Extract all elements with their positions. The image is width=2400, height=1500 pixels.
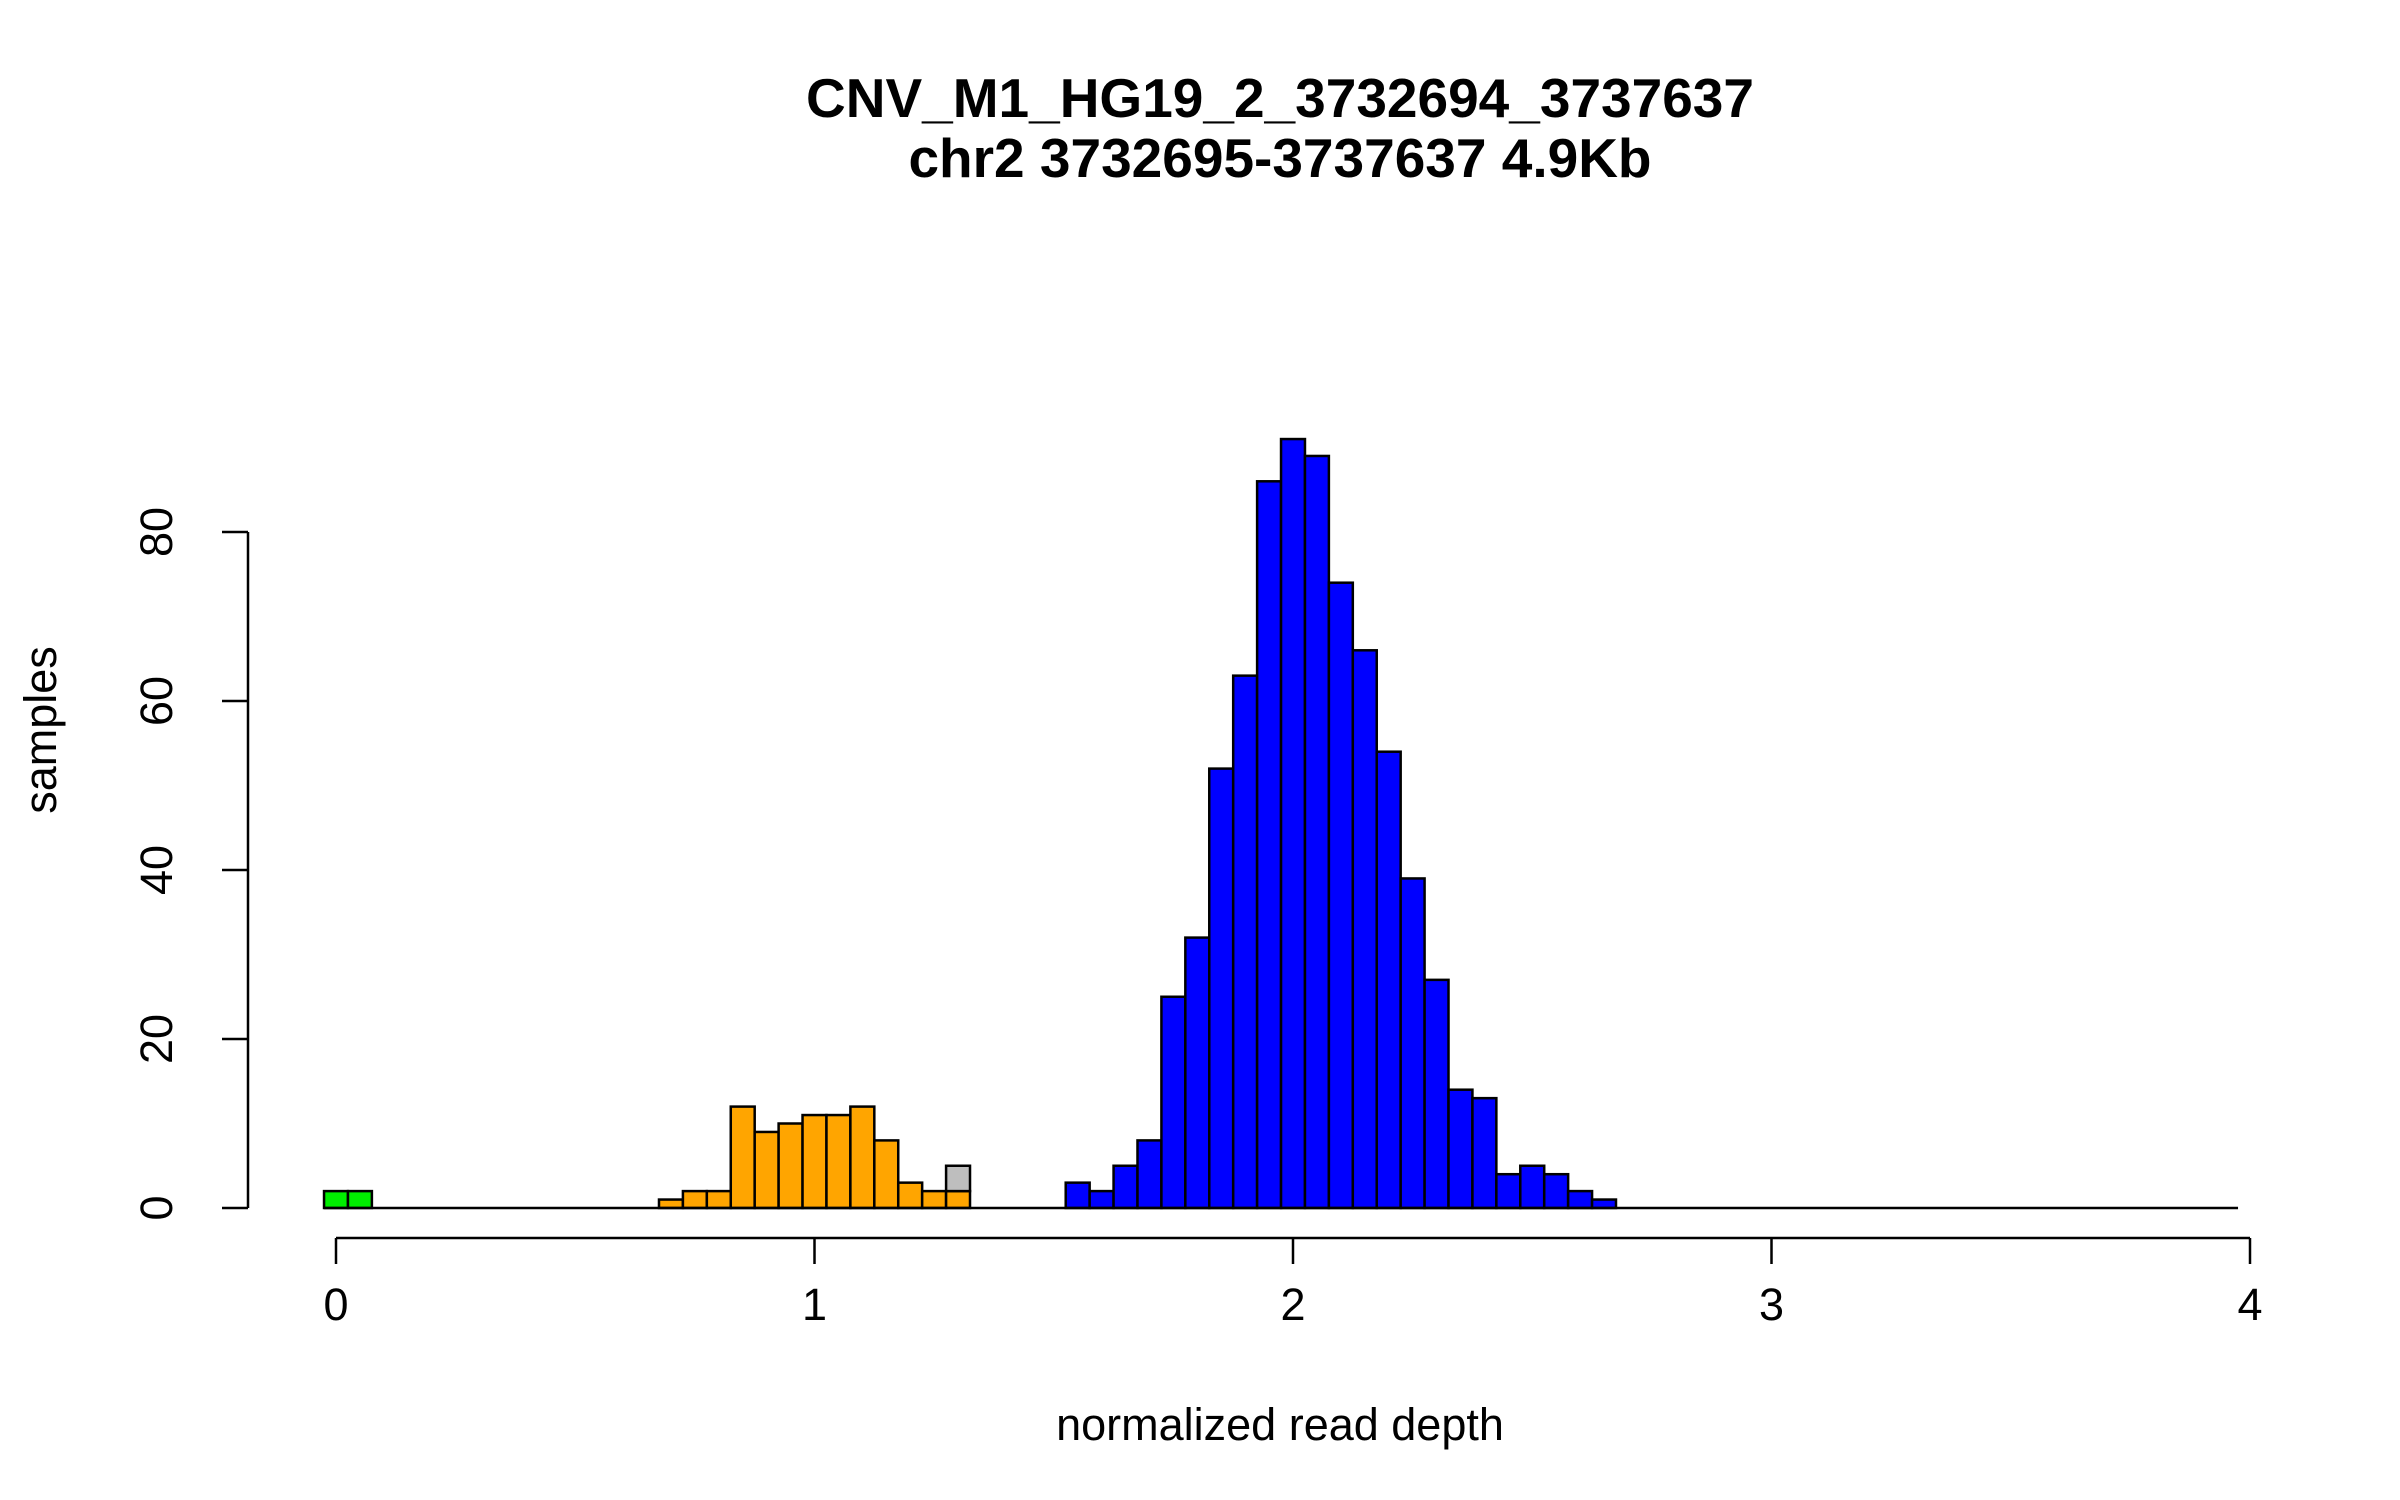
histogram-bar-copy-number-1 bbox=[873, 1139, 900, 1210]
histogram-bar-copy-number-2 bbox=[1590, 1198, 1618, 1210]
histogram-bar-copy-number-2 bbox=[1471, 1096, 1498, 1210]
histogram-bars bbox=[322, 437, 1618, 1210]
y-tick-label: 0 bbox=[131, 1195, 182, 1220]
histogram-bar-copy-number-2 bbox=[1399, 877, 1426, 1210]
histogram-bar-copy-number-1 bbox=[681, 1189, 709, 1210]
histogram-bar-copy-number-0 bbox=[322, 1189, 350, 1210]
histogram-bar-copy-number-2 bbox=[1279, 437, 1307, 1210]
histogram-bar-copy-number-1 bbox=[777, 1122, 804, 1210]
x-tick-label: 2 bbox=[1280, 1279, 1305, 1330]
histogram-bar-copy-number-2 bbox=[1088, 1189, 1115, 1210]
histogram-bar-copy-number-2 bbox=[1303, 454, 1331, 1210]
y-axis-label: samples bbox=[15, 646, 66, 814]
y-tick-label: 60 bbox=[131, 676, 182, 726]
histogram-bar-copy-number-2 bbox=[1447, 1088, 1474, 1210]
histogram-bar-copy-number-2 bbox=[1351, 649, 1378, 1210]
chart-title: CNV_M1_HG19_2_3732694_3737637 bbox=[806, 67, 1754, 129]
y-tick-label: 40 bbox=[131, 845, 182, 895]
histogram-bar-copy-number-2 bbox=[1542, 1172, 1570, 1210]
histogram-bar-copy-number-1 bbox=[705, 1189, 733, 1210]
histogram-bar-copy-number-2 bbox=[1375, 750, 1402, 1210]
histogram-bar-copy-number-2 bbox=[1208, 767, 1235, 1210]
histogram-bar-copy-number-2 bbox=[1160, 995, 1187, 1210]
x-tick-label: 0 bbox=[323, 1279, 348, 1330]
histogram-bar-copy-number-1 bbox=[657, 1198, 685, 1210]
y-tick-label: 80 bbox=[131, 507, 182, 557]
x-axis: 0 1 2 3 4 bbox=[323, 1236, 2263, 1330]
y-tick-label: 20 bbox=[131, 1014, 182, 1064]
histogram-bar-copy-number-1 bbox=[729, 1105, 756, 1210]
histogram-bar-copy-number-2 bbox=[1064, 1181, 1091, 1210]
histogram-bar-copy-number-2 bbox=[1231, 674, 1259, 1210]
histogram-bar-copy-number-2 bbox=[1112, 1164, 1139, 1210]
x-tick-label: 1 bbox=[802, 1279, 827, 1330]
histogram-bar-copy-number-1 bbox=[753, 1130, 780, 1210]
y-axis: 0 20 40 60 80 bbox=[131, 507, 250, 1221]
histogram-bar-copy-number-2 bbox=[1423, 978, 1450, 1210]
histogram-bar-copy-number-1 bbox=[944, 1189, 972, 1210]
x-tick-label: 3 bbox=[1759, 1279, 1784, 1330]
histogram-bar-copy-number-2 bbox=[1327, 581, 1355, 1210]
histogram-bar-copy-number-2 bbox=[1136, 1139, 1163, 1210]
histogram-bar-copy-number-2 bbox=[1495, 1172, 1522, 1210]
histogram-bar-copy-number-2 bbox=[1255, 480, 1283, 1210]
histogram-bar-unassigned bbox=[944, 1164, 972, 1193]
histogram-bar-copy-number-0 bbox=[346, 1189, 374, 1210]
x-axis-label: normalized read depth bbox=[1056, 1399, 1504, 1450]
histogram-bar-copy-number-2 bbox=[1519, 1164, 1546, 1210]
histogram-bar-copy-number-1 bbox=[801, 1113, 828, 1210]
chart-subtitle: chr2 3732695-3737637 4.9Kb bbox=[908, 127, 1651, 189]
histogram-bar-copy-number-2 bbox=[1566, 1189, 1594, 1210]
histogram-bar-copy-number-1 bbox=[825, 1113, 852, 1210]
histogram-bar-copy-number-1 bbox=[849, 1105, 876, 1210]
histogram-bar-copy-number-1 bbox=[920, 1189, 948, 1210]
histogram-bar-copy-number-1 bbox=[896, 1181, 924, 1210]
histogram-bar-copy-number-2 bbox=[1184, 936, 1211, 1210]
x-tick-label: 4 bbox=[2237, 1279, 2262, 1330]
